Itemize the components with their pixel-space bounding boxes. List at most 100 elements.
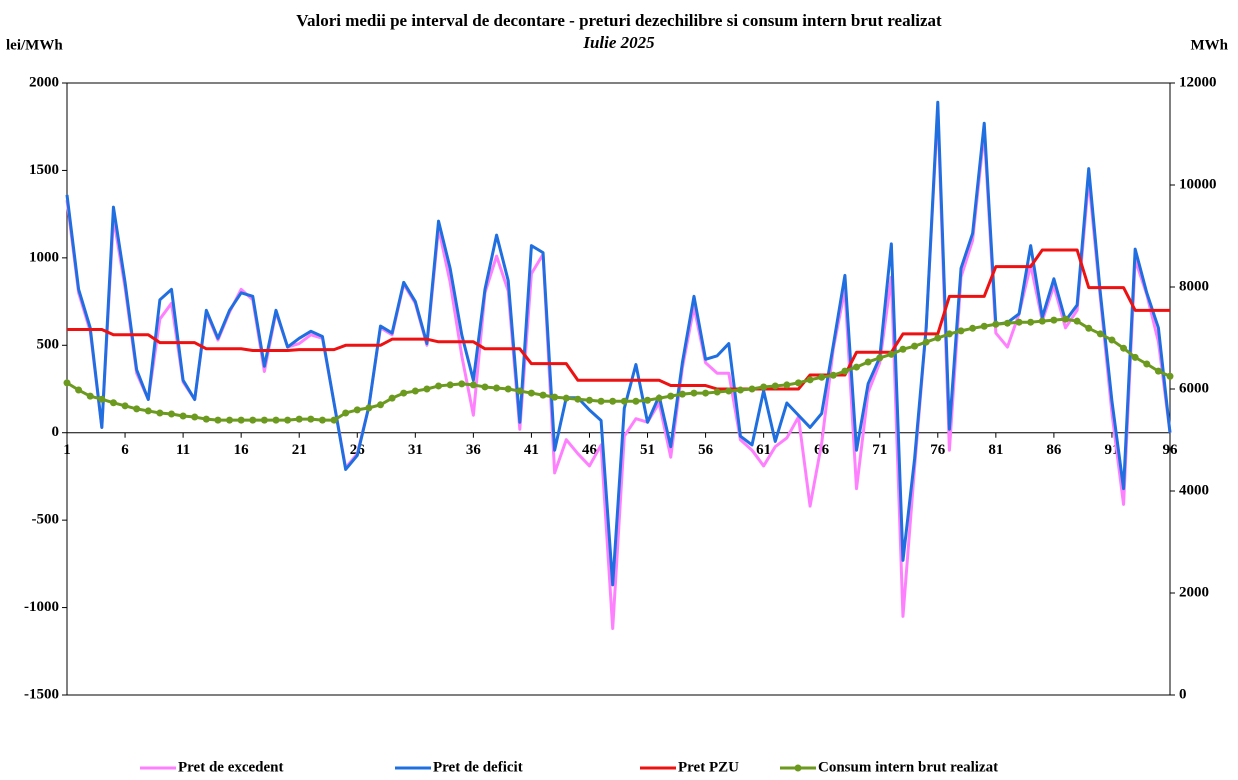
y2-tick-label: 6000 [1179, 380, 1209, 396]
series-marker [969, 324, 977, 332]
series-marker [632, 397, 640, 405]
series-marker [609, 397, 617, 405]
series-marker [365, 404, 373, 412]
series-marker [1085, 324, 1093, 332]
series-marker [957, 327, 965, 335]
y2-tick-label: 8000 [1179, 278, 1209, 294]
series-marker [353, 406, 361, 414]
series-marker [237, 416, 245, 424]
series-marker [748, 385, 756, 393]
series-marker [829, 371, 837, 379]
series-marker [307, 415, 315, 423]
legend-marker [794, 764, 802, 772]
series-marker [226, 416, 234, 424]
series-marker [260, 416, 268, 424]
series-marker [446, 381, 454, 389]
x-tick-label: 11 [176, 442, 190, 458]
y-tick-label: 2000 [29, 74, 59, 90]
series-line [67, 248, 1170, 391]
series-marker [887, 350, 895, 358]
series-marker [585, 396, 593, 404]
legend-label: Pret de deficit [433, 759, 523, 775]
plot-frame [66, 82, 1171, 696]
y-tick-label: -500 [32, 512, 60, 528]
series-marker [330, 416, 338, 424]
series-marker [481, 383, 489, 391]
x-tick-label: 96 [1163, 442, 1179, 458]
series-marker [922, 338, 930, 346]
series-marker [806, 376, 814, 384]
x-tick-label: 66 [814, 442, 830, 458]
series-marker [295, 415, 303, 423]
legend-label: Pret PZU [678, 759, 739, 775]
series-line [65, 100, 1172, 587]
series-marker [376, 401, 384, 409]
x-tick-label: 56 [698, 442, 714, 458]
series-marker [179, 412, 187, 420]
series-marker [992, 320, 1000, 328]
series-marker [156, 409, 164, 417]
series-marker [783, 381, 791, 389]
series-marker [469, 381, 477, 389]
series-marker [458, 380, 466, 388]
series-marker [86, 392, 94, 400]
x-tick-label: 41 [524, 442, 539, 458]
series-marker [167, 410, 175, 418]
series-marker [841, 367, 849, 375]
series-marker [527, 389, 535, 397]
series-marker [1131, 353, 1139, 361]
series-marker [562, 394, 570, 402]
series-marker [272, 416, 280, 424]
series-marker [794, 379, 802, 387]
series-marker [423, 385, 431, 393]
series-marker [400, 389, 408, 397]
series-marker [1050, 316, 1058, 324]
y-tick-label: 500 [37, 337, 60, 353]
legend-label: Consum intern brut realizat [818, 759, 998, 775]
y2-tick-label: 10000 [1179, 176, 1217, 192]
series-marker [504, 385, 512, 393]
series-marker [1096, 330, 1104, 338]
series-marker [191, 413, 199, 421]
y-tick-label: 0 [52, 424, 60, 440]
series-marker [121, 402, 129, 410]
series-marker [620, 397, 628, 405]
series-marker [1073, 317, 1081, 325]
y-tick-label: 1500 [29, 162, 59, 178]
series-marker [1015, 318, 1023, 326]
series-marker [551, 393, 559, 401]
series-marker [980, 322, 988, 330]
series-marker [411, 387, 419, 395]
series-marker [109, 399, 117, 407]
y2-tick-label: 0 [1179, 686, 1187, 702]
series-marker [1062, 315, 1070, 323]
series-marker [144, 407, 152, 415]
series-marker [655, 394, 663, 402]
x-tick-label: 76 [930, 442, 946, 458]
y2-tick-label: 2000 [1179, 584, 1209, 600]
x-tick-label: 36 [466, 442, 482, 458]
series-marker [1038, 317, 1046, 325]
series-marker [725, 387, 733, 395]
series-marker [899, 345, 907, 353]
series-marker [1003, 319, 1011, 327]
series-marker [667, 392, 675, 400]
series-marker [934, 334, 942, 342]
series-marker [574, 395, 582, 403]
series-marker [853, 363, 861, 371]
series-marker [678, 390, 686, 398]
x-tick-label: 16 [234, 442, 250, 458]
x-tick-label: 86 [1046, 442, 1062, 458]
series-marker [597, 397, 605, 405]
series-marker [214, 416, 222, 424]
series-marker [388, 394, 396, 402]
series-marker [516, 387, 524, 395]
series-marker [63, 379, 71, 387]
series-marker [945, 330, 953, 338]
x-tick-label: 6 [121, 442, 129, 458]
series-marker [75, 386, 83, 394]
series-marker [771, 382, 779, 390]
series-marker [1108, 336, 1116, 344]
series-marker [249, 416, 257, 424]
